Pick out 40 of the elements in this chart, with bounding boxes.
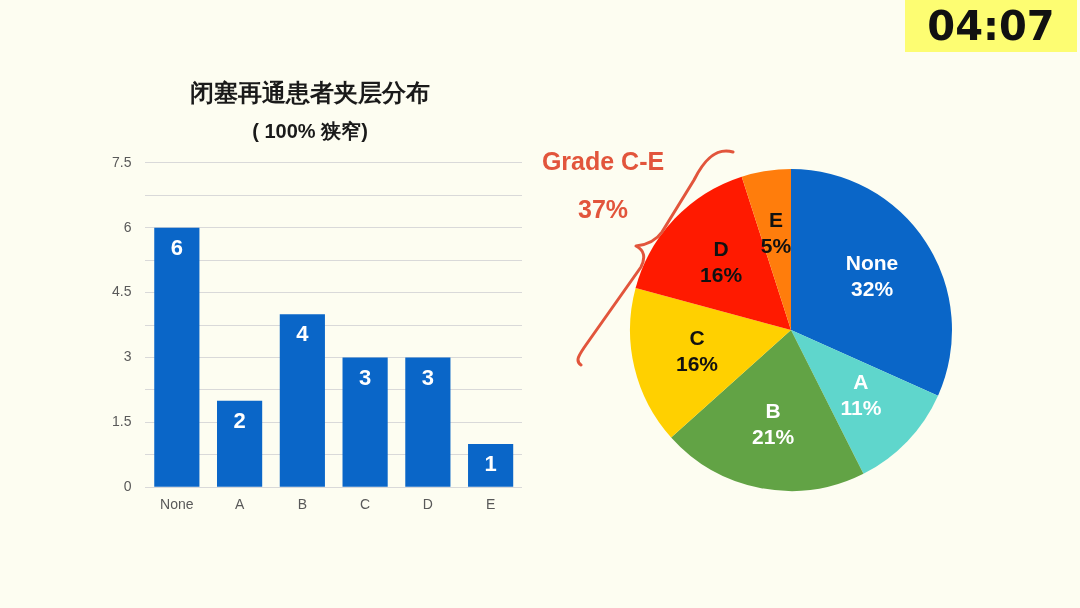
y-tick-label: 1.5: [111, 413, 132, 430]
slice-label: D: [713, 237, 729, 261]
data-label: 21%: [752, 424, 795, 448]
data-label: 4: [296, 321, 310, 347]
y-tick-label: 3: [123, 348, 132, 365]
y-tick-label: 0: [123, 478, 132, 495]
text: 04:07: [927, 3, 1055, 49]
data-label: 16%: [676, 352, 719, 376]
chart-subtitle: ( 100% 狭窄): [252, 120, 368, 143]
data-label: 6: [170, 234, 183, 260]
data-label: 2: [233, 407, 246, 433]
x-tick-label: None: [160, 496, 194, 513]
x-tick-label: E: [485, 496, 496, 513]
slice-label: E: [769, 208, 784, 232]
x-tick-label: B: [297, 496, 308, 513]
bar: [154, 227, 200, 487]
bar: [468, 443, 514, 487]
y-tick-label: 6: [123, 218, 132, 235]
x-tick-label: D: [422, 496, 433, 513]
bar: [279, 314, 325, 487]
bar: [217, 400, 263, 487]
data-label: 1: [484, 451, 497, 477]
x-tick-label: C: [360, 496, 371, 513]
slice-label: B: [765, 398, 781, 422]
slice-label: C: [689, 326, 705, 350]
slice-label: None: [845, 251, 899, 275]
bar: [405, 357, 451, 487]
data-label: 3: [421, 364, 434, 390]
data-label: 5%: [760, 234, 792, 258]
data-label: 32%: [851, 277, 894, 301]
bar: [342, 357, 388, 487]
text: Grade C-E 37%: [541, 146, 665, 223]
chart-title: 闭塞再通患者夹层分布: [190, 79, 430, 107]
slice-label: A: [853, 370, 869, 394]
data-label: 16%: [700, 263, 743, 287]
y-tick-label: 4.5: [111, 283, 132, 300]
y-tick-label: 7.5: [111, 153, 132, 170]
x-tick-label: A: [234, 496, 245, 513]
data-label: 11%: [840, 396, 882, 420]
data-label: 3: [358, 364, 372, 390]
